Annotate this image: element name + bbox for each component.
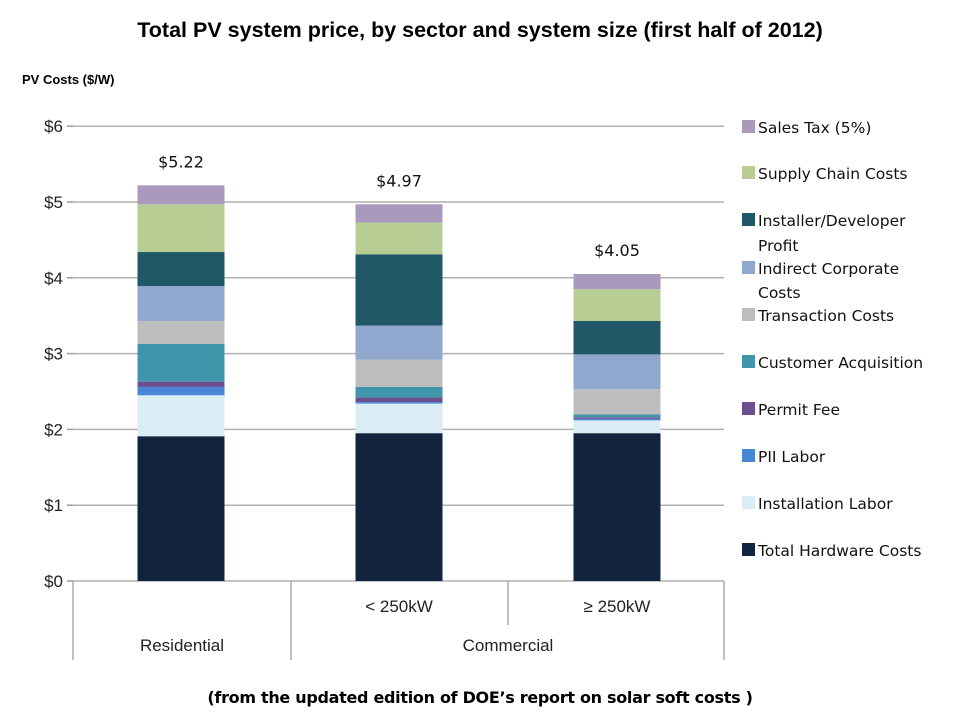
y-tick-label: $4 [44,269,63,288]
y-tick-label: $0 [44,572,63,591]
caption: (from the updated edition of DOE’s repor… [207,688,753,707]
bar-segment [355,386,443,398]
bar-segment [355,222,443,255]
bar-segment [137,252,225,287]
legend-swatch [742,543,755,556]
legend-swatch [742,308,755,321]
legend-swatch [742,166,755,179]
bar-segment [573,433,661,581]
bar-segment [137,204,225,253]
bar-segment [355,402,443,404]
bar-segment [137,381,225,387]
legend-label: PII Labor [758,448,826,466]
y-tick-label: $6 [44,117,63,136]
legend-swatch [742,496,755,509]
group-label: Residential [140,636,224,655]
group-label: Commercial [463,636,554,655]
y-tick-label: $5 [44,193,63,212]
legend-swatch [742,355,755,368]
legend-label: Sales Tax (5%) [758,119,871,137]
bar-segment [355,204,443,223]
legend-label: Installation Labor [758,495,893,513]
legend-label: Indirect Corporate Costs [758,260,899,302]
bar-segment [137,286,225,322]
y-tick-label: $1 [44,496,63,515]
bar-segment [573,420,661,434]
legend-label: Permit Fee [758,401,840,419]
bar-segment [355,433,443,581]
y-axis-label: PV Costs ($/W) [22,72,115,87]
bar-segment [355,325,443,360]
legend-label: Supply Chain Costs [758,165,907,183]
bar-segment [355,397,443,403]
legend-label: Transaction Costs [757,307,894,325]
bar-segment [573,417,661,419]
bar-segment [137,321,225,344]
total-label: $4.97 [376,171,422,190]
legend-label: Customer Acquisition [758,354,923,372]
bar-segment [573,274,661,290]
bar-segment [355,403,443,434]
bar-segment [573,418,661,421]
bar-segment [137,343,225,382]
bar-segment [137,386,225,396]
category-label: ≥ 250kW [584,597,651,616]
legend-swatch [742,213,755,226]
bar-segment [137,395,225,437]
legend-swatch [742,449,755,462]
bar-segment [355,359,443,387]
bar-segment [573,414,661,418]
bar-segment [355,254,443,326]
category-label: < 250kW [365,597,433,616]
legend-swatch [742,261,755,274]
chart-title: Total PV system price, by sector and sys… [137,18,823,42]
bar-segment [573,389,661,415]
bar-segment [137,185,225,205]
legend-label: Total Hardware Costs [757,542,921,560]
legend-label: Installer/Developer Profit [758,212,906,255]
legend-swatch [742,402,755,415]
bar-segment [137,436,225,581]
bar-segment [573,354,661,390]
total-label: $5.22 [158,152,204,171]
bar-segment [573,321,661,355]
legend-swatch [742,120,755,133]
bar-segment [573,289,661,322]
y-tick-label: $2 [44,420,63,439]
total-label: $4.05 [594,241,640,260]
y-tick-label: $3 [44,345,63,364]
